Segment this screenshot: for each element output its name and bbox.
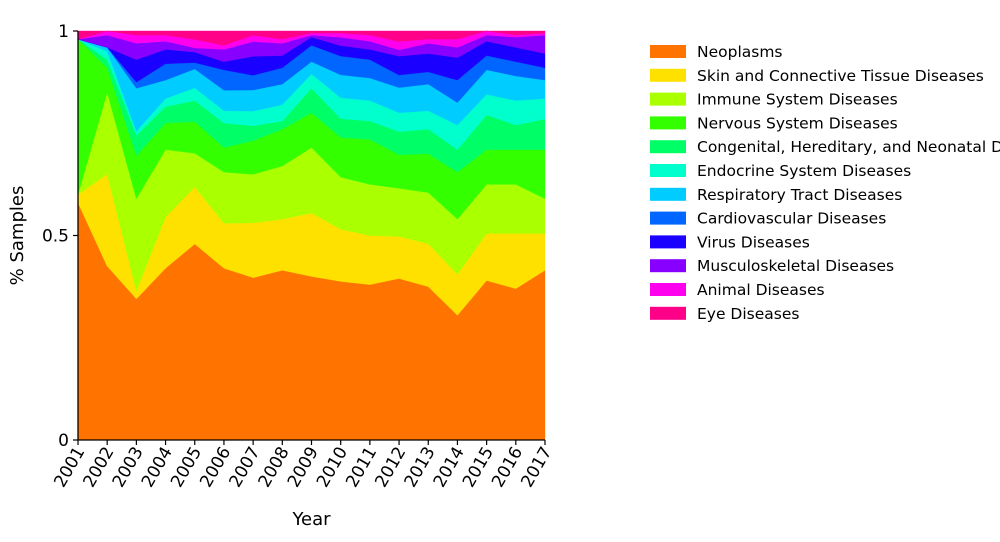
legend-swatch xyxy=(650,116,686,130)
legend-label: Endocrine System Diseases xyxy=(697,162,911,180)
y-tick-label: 1 xyxy=(58,22,69,42)
legend-label: Eye Diseases xyxy=(697,305,799,323)
area-eye-diseases xyxy=(77,30,546,46)
x-axis-title: Year xyxy=(291,509,331,530)
legend-label: Virus Diseases xyxy=(697,233,810,251)
legend-swatch xyxy=(650,187,686,201)
y-tick-label: 0 xyxy=(58,431,69,451)
legend-label: Congenital, Hereditary, and Neonatal Dis… xyxy=(697,138,1000,156)
legend-swatch xyxy=(650,92,686,106)
legend-swatch xyxy=(650,306,686,320)
legend-label: Musculoskeletal Diseases xyxy=(697,257,894,275)
legend-swatch xyxy=(650,259,686,273)
y-axis-ticks: 00.51 xyxy=(42,22,78,451)
legend-label: Skin and Connective Tissue Diseases xyxy=(697,67,984,85)
legend-label: Cardiovascular Diseases xyxy=(697,210,886,228)
x-axis-ticks: 2001200220032004200520062007200820092010… xyxy=(50,440,556,491)
legend-swatch xyxy=(650,211,686,225)
legend-swatch xyxy=(650,68,686,82)
legend-swatch xyxy=(650,164,686,177)
legend-swatch xyxy=(650,140,686,154)
legend-swatch xyxy=(650,45,686,58)
x-tick-label: 2017 xyxy=(517,444,556,491)
legend-swatch xyxy=(650,235,686,249)
legend-label: Nervous System Diseases xyxy=(697,114,898,132)
area-layers xyxy=(77,30,546,441)
legend: Neoplasms Skin and Connective Tissue Dise… xyxy=(650,43,1000,323)
legend-label: Animal Diseases xyxy=(697,281,825,299)
legend-label: Respiratory Tract Diseases xyxy=(697,186,902,204)
y-tick-label: 0.5 xyxy=(42,227,69,247)
legend-label: Neoplasms xyxy=(697,43,783,61)
legend-label: Immune System Diseases xyxy=(697,91,898,109)
legend-swatch xyxy=(650,283,686,296)
y-axis-title: % Samples xyxy=(7,186,28,286)
